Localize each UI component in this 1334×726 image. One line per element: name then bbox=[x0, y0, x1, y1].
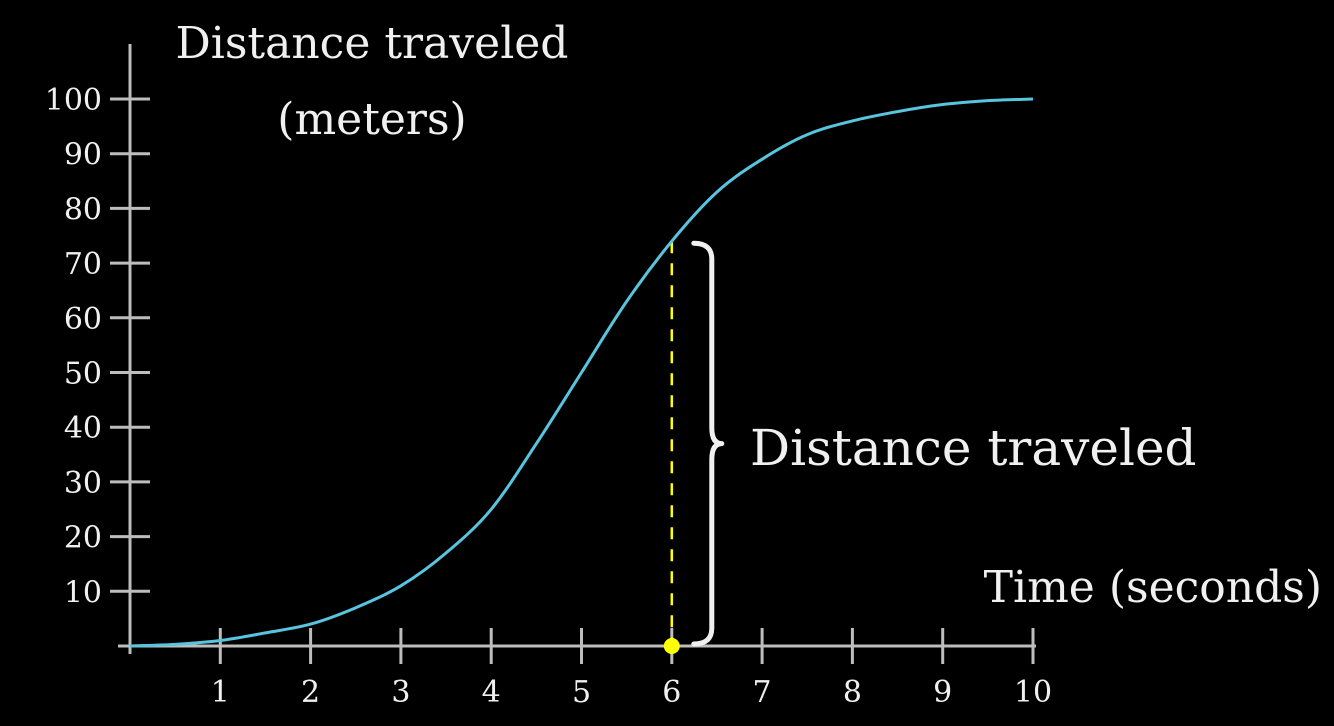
y-tick-label: 10 bbox=[64, 575, 102, 610]
y-tick-label: 100 bbox=[45, 83, 102, 118]
x-tick-label: 8 bbox=[843, 675, 862, 710]
y-axis-title: Distance traveled bbox=[176, 18, 569, 69]
labels-layer: Distance traveled (meters) Time (seconds… bbox=[176, 18, 1322, 613]
x-tick-label: 5 bbox=[572, 675, 591, 710]
axes-layer bbox=[118, 44, 1036, 654]
time-marker-dot bbox=[663, 638, 680, 654]
y-tick-label: 60 bbox=[64, 302, 102, 337]
x-tick-label: 6 bbox=[662, 675, 681, 710]
x-tick-label: 7 bbox=[753, 675, 772, 710]
x-tick-label: 10 bbox=[1014, 675, 1052, 710]
y-tick-label: 20 bbox=[64, 521, 102, 556]
x-tick-label: 2 bbox=[301, 675, 320, 710]
y-axis-units: (meters) bbox=[277, 94, 466, 145]
y-tick-label: 50 bbox=[64, 357, 102, 392]
distance-curve bbox=[129, 97, 1034, 648]
x-tick-label: 3 bbox=[391, 675, 410, 710]
brace-label: Distance traveled bbox=[750, 419, 1197, 477]
x-axis-title: Time (seconds) bbox=[984, 562, 1322, 613]
y-tick-label: 30 bbox=[64, 466, 102, 501]
y-tick-label: 70 bbox=[64, 247, 102, 282]
y-tick-label: 80 bbox=[64, 192, 102, 227]
ticks-layer: 1 2 3 4 5 6 7 8 9 10 10 20 30 40 50 60 70 80 90 100 bbox=[45, 83, 1052, 710]
annotation-layer bbox=[670, 240, 725, 647]
x-tick-label: 9 bbox=[933, 675, 952, 710]
y-tick-label: 90 bbox=[64, 138, 102, 173]
x-tick-label: 1 bbox=[211, 675, 230, 710]
markers-layer bbox=[663, 638, 680, 654]
y-tick-label: 40 bbox=[64, 411, 102, 446]
distance-brace bbox=[691, 240, 725, 647]
x-tick-label: 4 bbox=[482, 675, 501, 710]
